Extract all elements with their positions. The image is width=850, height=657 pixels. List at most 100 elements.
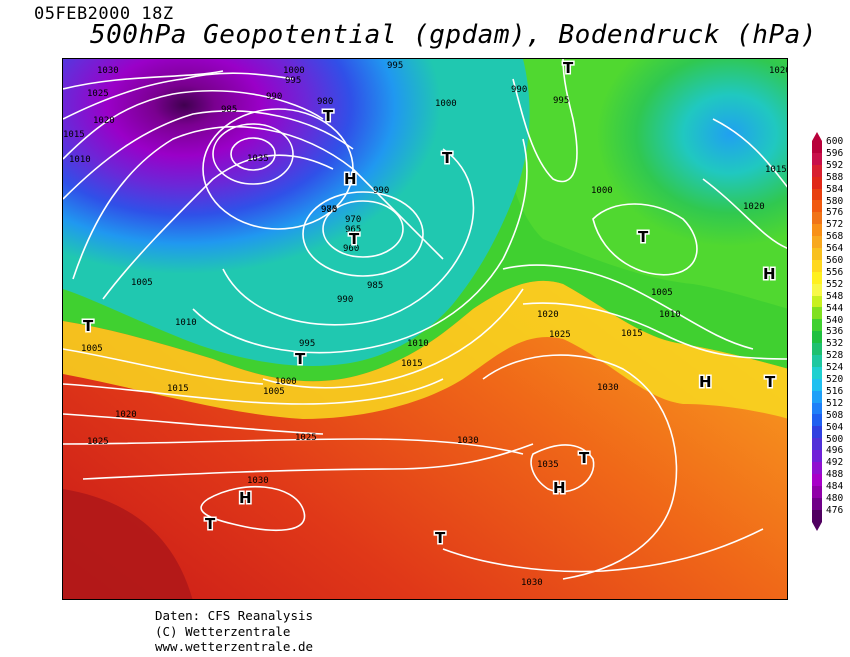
isobar-label: 1030 <box>597 383 619 393</box>
isobar-label: 995 <box>387 61 403 71</box>
legend-cap-top <box>812 132 822 141</box>
legend-swatch <box>812 331 822 344</box>
legend-swatch <box>812 402 822 415</box>
isobar-label: 1020 <box>769 66 788 76</box>
legend-label: 516 <box>826 385 844 397</box>
legend-label: 520 <box>826 374 844 385</box>
legend-swatch <box>812 485 822 498</box>
legend-swatch <box>812 236 822 249</box>
legend-label: 480 <box>826 493 844 504</box>
isobar-label: 990 <box>337 295 353 305</box>
isobar-label: 960 <box>343 244 359 254</box>
isobar-label: 1000 <box>275 377 297 387</box>
isobar-label: 1025 <box>549 330 571 340</box>
high-center: H <box>763 265 776 283</box>
legend-label: 540 <box>826 314 844 326</box>
isobar-label: 1020 <box>93 116 115 126</box>
isobar-label: 1020 <box>115 410 137 420</box>
isobar-label: 1010 <box>175 318 197 328</box>
low-center: T <box>563 59 574 77</box>
isobar-label: 995 <box>285 76 301 86</box>
isobar-label: 1015 <box>401 359 423 369</box>
legend-label: 580 <box>826 195 844 207</box>
legend-label: 572 <box>826 219 844 231</box>
legend-label: 600 <box>826 136 844 147</box>
legend-label: 596 <box>826 147 844 159</box>
isobar-label: 1000 <box>591 186 613 196</box>
isobar-label: 1030 <box>97 66 119 76</box>
legend-swatch <box>812 271 822 284</box>
weather-map: 1030 1025 1020 1015 1010 1005 1000 995 9… <box>62 58 788 600</box>
isobar-label: 1010 <box>407 339 429 349</box>
legend-swatch <box>812 200 822 213</box>
website: www.wetterzentrale.de <box>155 639 314 654</box>
pressure-centers: T T H T T T H T T H T T T H H T <box>82 59 778 549</box>
isobar-label: 1005 <box>81 344 103 354</box>
legend-label: 564 <box>826 243 844 255</box>
low-center: T <box>205 515 216 533</box>
isobar-label: 965 <box>345 225 361 235</box>
legend-swatch <box>812 248 822 260</box>
map-date: 05FEB2000 18Z <box>34 4 174 24</box>
low-center: T <box>349 230 360 248</box>
legend-label: 552 <box>826 278 844 290</box>
isobar-label: 1020 <box>743 202 765 212</box>
legend-swatch <box>812 295 822 308</box>
low-center: T <box>435 529 446 547</box>
warm-core <box>63 489 193 599</box>
legend-swatch <box>812 141 822 153</box>
legend-label: 584 <box>826 183 844 195</box>
legend-swatch <box>812 224 822 237</box>
isobar-label: 985 <box>367 281 383 291</box>
isobar-label: 1005 <box>651 288 673 298</box>
copyright: (C) Wetterzentrale <box>155 623 291 639</box>
high-center: H <box>553 479 566 497</box>
isobar-label: 1010 <box>659 310 681 320</box>
legend-label: 544 <box>826 302 844 314</box>
map-canvas: 1030 1025 1020 1015 1010 1005 1000 995 9… <box>63 59 788 599</box>
legend-swatch <box>812 212 822 225</box>
legend-label: 568 <box>826 231 844 243</box>
data-source: Daten: CFS Reanalysis <box>155 608 314 623</box>
legend-swatch <box>812 438 822 451</box>
legend-swatch <box>812 283 822 296</box>
isobar-label: 1005 <box>131 278 153 288</box>
isobar-label: 1035 <box>537 460 559 470</box>
isobar-label: 1035 <box>247 154 269 164</box>
isobar-label: 995 <box>553 96 569 106</box>
legend-swatch <box>812 390 822 403</box>
isobar-label: 985 <box>221 105 237 115</box>
legend-label: 496 <box>826 445 844 457</box>
legend-label: 512 <box>826 397 844 409</box>
isobar-label: 970 <box>345 215 361 225</box>
color-legend: 600 596 592 588 584 580 576 572 568 564 560 556 552 5… <box>812 132 850 531</box>
legend-swatch <box>812 378 822 391</box>
legend-swatch <box>812 259 822 272</box>
isobar-label: 1015 <box>63 130 85 140</box>
legend-label: 532 <box>826 338 844 350</box>
legend-swatch <box>812 319 822 332</box>
isobar-label: 990 <box>266 92 282 102</box>
isobar-label: 1000 <box>435 99 457 109</box>
isobar-label: 1030 <box>521 578 543 588</box>
legend-swatch <box>812 366 822 379</box>
high-center: H <box>344 170 357 188</box>
isobar-label: 990 <box>373 186 389 196</box>
isobar-label: 1010 <box>69 155 91 165</box>
isobar-label: 1025 <box>87 89 109 99</box>
isobar-label: 975 <box>321 205 337 215</box>
isobar-label: 1015 <box>765 165 787 175</box>
legend-label: 508 <box>826 409 844 421</box>
isobar-label: 1000 <box>283 66 305 76</box>
footer-credits: Daten: CFS Reanalysis (C) Wetterzentrale… <box>155 608 313 655</box>
low-center: T <box>83 317 94 335</box>
pressure-labels: 1030 1025 1020 1015 1010 1005 1000 995 9… <box>63 61 788 588</box>
map-title: 500hPa Geopotential (gpdam), Bodendruck … <box>90 20 817 50</box>
legend-label: 588 <box>826 171 844 183</box>
high-center: H <box>699 373 712 391</box>
legend-swatch <box>812 426 822 439</box>
low-center: T <box>579 449 590 467</box>
legend-swatch <box>812 509 822 522</box>
legend-bar <box>812 141 822 522</box>
legend-label: 560 <box>826 255 844 266</box>
